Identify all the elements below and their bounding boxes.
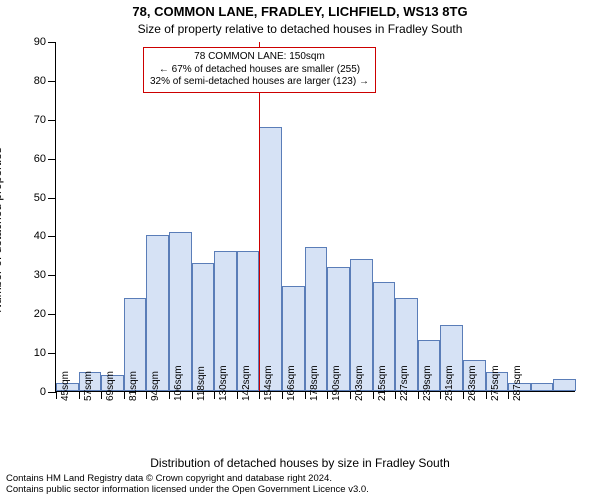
x-axis-label: Distribution of detached houses by size … <box>0 456 600 470</box>
x-tick <box>395 391 396 399</box>
y-tick-label: 80 <box>34 75 46 87</box>
histogram-bar <box>553 379 576 391</box>
x-tick <box>101 391 102 399</box>
chart-title-line1: 78, COMMON LANE, FRADLEY, LICHFIELD, WS1… <box>0 4 600 19</box>
x-tick-label: 57sqm <box>83 371 94 401</box>
x-tick-label: 142sqm <box>241 365 252 401</box>
y-tick <box>48 275 56 276</box>
x-tick-label: 263sqm <box>467 365 478 401</box>
y-tick <box>48 159 56 160</box>
y-tick <box>48 314 56 315</box>
y-axis-label: Number of detached properties <box>0 65 4 230</box>
chart-title-line2: Size of property relative to detached ho… <box>0 22 600 36</box>
x-tick <box>486 391 487 399</box>
y-tick-label: 0 <box>40 386 46 398</box>
x-tick <box>327 391 328 399</box>
y-tick-label: 50 <box>34 192 46 204</box>
reference-marker-line <box>259 42 260 391</box>
x-tick-label: 94sqm <box>150 371 161 401</box>
x-tick <box>237 391 238 399</box>
annotation-line: 78 COMMON LANE: 150sqm <box>150 51 369 64</box>
chart-figure: 78, COMMON LANE, FRADLEY, LICHFIELD, WS1… <box>0 0 600 500</box>
x-tick <box>282 391 283 399</box>
x-tick <box>169 391 170 399</box>
x-tick <box>192 391 193 399</box>
x-tick-label: 106sqm <box>173 365 184 401</box>
y-tick-label: 20 <box>34 308 46 320</box>
x-tick-label: 275sqm <box>490 365 501 401</box>
x-tick-label: 118sqm <box>196 366 207 401</box>
x-tick-label: 190sqm <box>331 365 342 401</box>
x-tick-label: 69sqm <box>105 371 116 401</box>
x-tick <box>124 391 125 399</box>
y-tick <box>48 42 56 43</box>
x-tick <box>259 391 260 399</box>
y-tick-label: 60 <box>34 153 46 165</box>
x-tick <box>56 391 57 399</box>
x-tick <box>146 391 147 399</box>
x-tick-label: 130sqm <box>218 365 229 401</box>
y-tick <box>48 236 56 237</box>
y-tick-label: 90 <box>34 36 46 48</box>
x-tick <box>508 391 509 399</box>
y-tick <box>48 120 56 121</box>
histogram-bar <box>146 235 169 391</box>
annotation-line: 32% of semi-detached houses are larger (… <box>150 76 369 89</box>
x-tick <box>350 391 351 399</box>
x-tick-label: 81sqm <box>128 371 139 401</box>
y-tick <box>48 392 56 393</box>
x-tick <box>440 391 441 399</box>
x-tick <box>79 391 80 399</box>
x-tick-label: 215sqm <box>377 365 388 401</box>
x-tick-label: 203sqm <box>354 365 365 401</box>
x-tick <box>373 391 374 399</box>
y-tick-label: 30 <box>34 269 46 281</box>
x-tick-label: 154sqm <box>263 365 274 401</box>
y-tick-label: 40 <box>34 230 46 242</box>
y-tick-label: 10 <box>34 347 46 359</box>
x-tick <box>463 391 464 399</box>
attribution-text: Contains HM Land Registry data © Crown c… <box>6 474 594 496</box>
y-tick <box>48 353 56 354</box>
x-tick-label: 227sqm <box>399 365 410 401</box>
annotation-box: 78 COMMON LANE: 150sqm← 67% of detached … <box>143 47 376 93</box>
x-tick-label: 239sqm <box>422 365 433 401</box>
attribution-line2: Contains public sector information licen… <box>6 485 594 496</box>
x-tick <box>305 391 306 399</box>
x-tick <box>418 391 419 399</box>
plot-area: 010203040506070809045sqm57sqm69sqm81sqm9… <box>55 42 575 392</box>
x-tick-label: 45sqm <box>60 371 71 401</box>
y-tick <box>48 81 56 82</box>
x-tick-label: 251sqm <box>444 365 455 401</box>
y-tick-label: 70 <box>34 114 46 126</box>
x-tick-label: 178sqm <box>309 365 320 401</box>
histogram-bar <box>259 127 282 391</box>
x-tick <box>214 391 215 399</box>
x-tick-label: 166sqm <box>286 365 297 401</box>
annotation-line: ← 67% of detached houses are smaller (25… <box>150 64 369 77</box>
x-tick-label: 287sqm <box>512 365 523 401</box>
histogram-bar <box>531 383 554 391</box>
y-tick <box>48 198 56 199</box>
